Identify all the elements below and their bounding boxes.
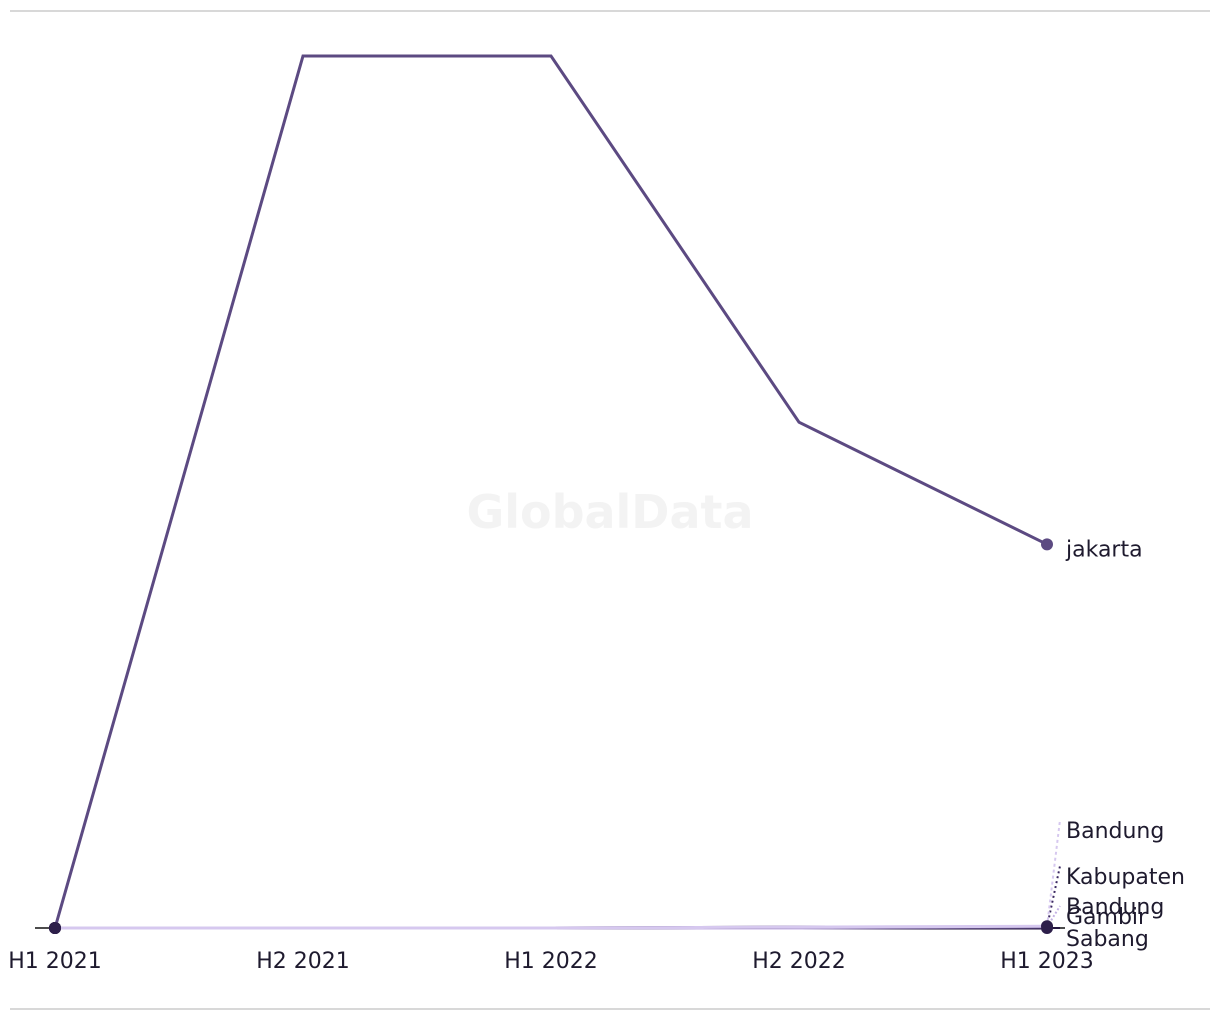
end-dot xyxy=(1041,920,1053,933)
series-label: Sabang xyxy=(1066,927,1149,952)
x-tick-label: H1 2022 xyxy=(504,949,598,974)
series-label: Kabupaten Bandung xyxy=(1066,865,1185,920)
end-dot xyxy=(1041,538,1053,551)
label-leader xyxy=(1046,865,1061,928)
start-dot xyxy=(49,922,61,934)
series-line xyxy=(55,924,1048,930)
series-label: Gambir xyxy=(1066,905,1148,930)
x-tick-label: H2 2021 xyxy=(256,949,350,974)
x-tick-label: H2 2022 xyxy=(752,949,846,974)
watermark: GlobalData xyxy=(466,485,753,539)
x-tick-label: H1 2021 xyxy=(8,949,102,974)
series-label: jakarta xyxy=(1065,537,1143,562)
series-label: Bandung xyxy=(1066,819,1164,844)
series-line xyxy=(53,54,1048,929)
x-tick-label: H1 2023 xyxy=(1000,949,1094,974)
